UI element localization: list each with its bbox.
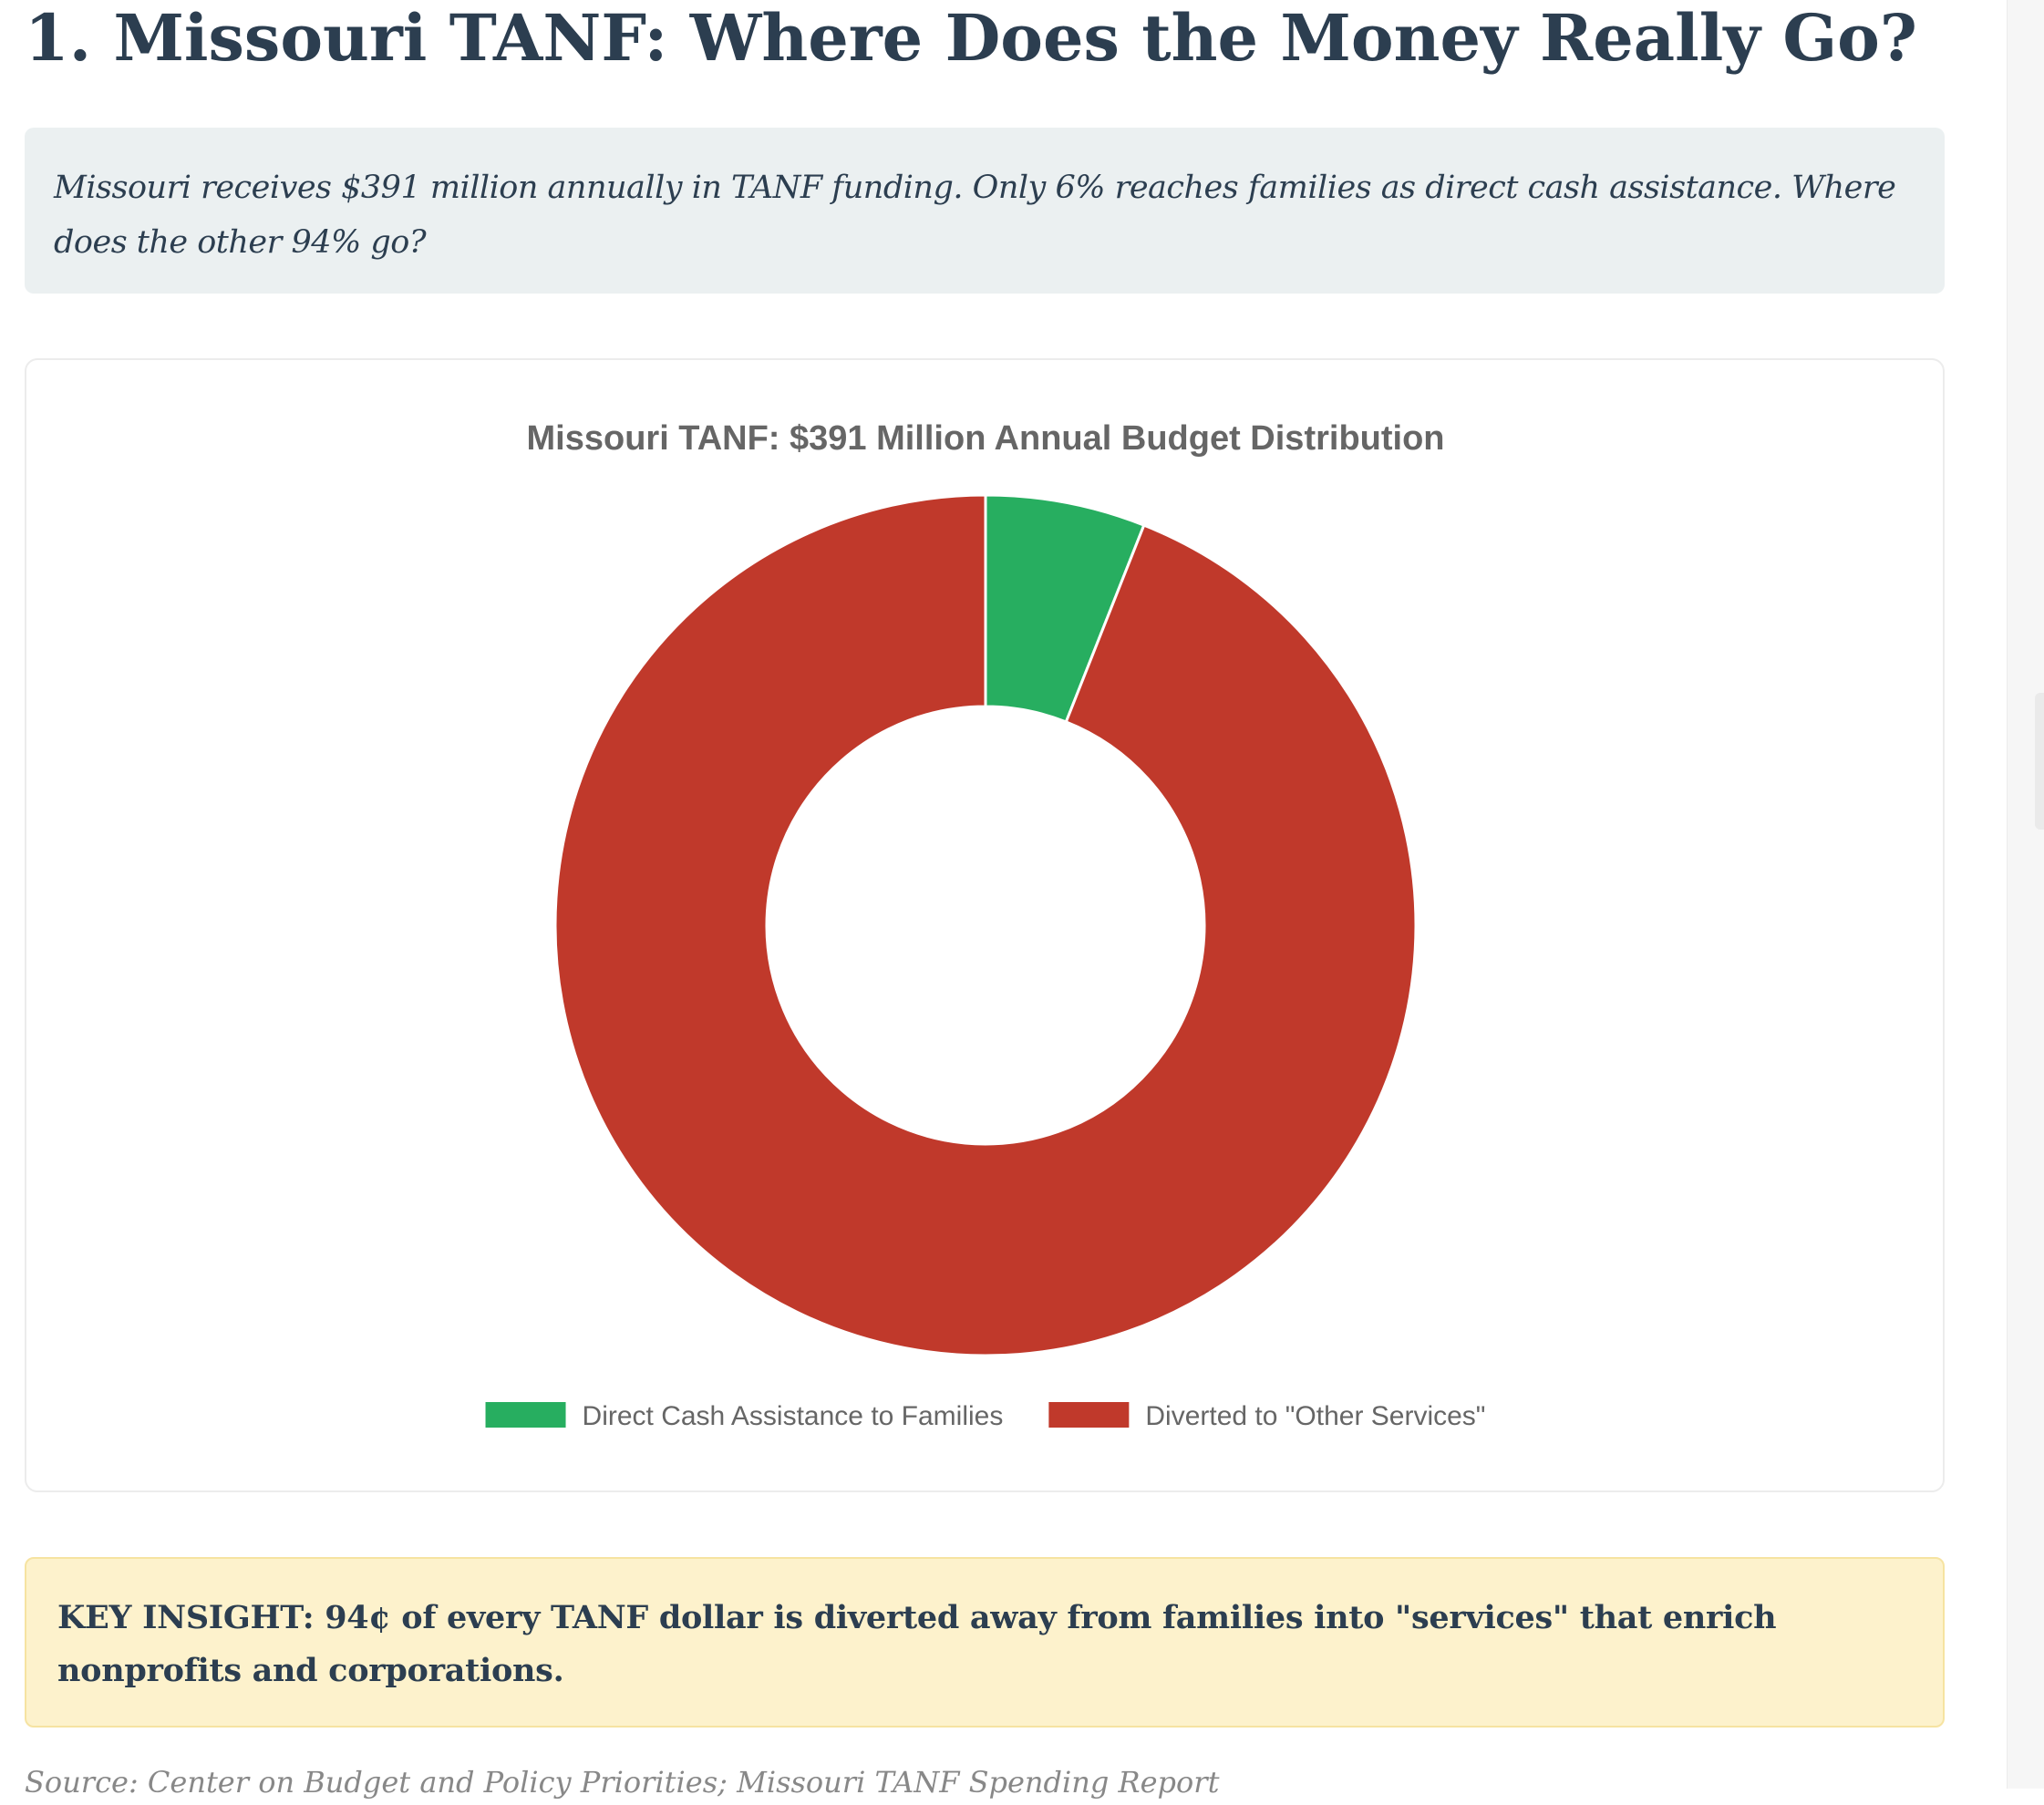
key-insight-text: KEY INSIGHT: 94¢ of every TANF dollar is… bbox=[57, 1599, 1777, 1689]
donut-slices bbox=[553, 493, 1418, 1357]
chart-legend: Direct Cash Assistance to Families Divert… bbox=[485, 1401, 1485, 1431]
intro-text: Missouri receives $391 million annually … bbox=[54, 170, 1896, 261]
chart-title: Missouri TANF: $391 Million Annual Budge… bbox=[527, 419, 1445, 458]
legend-swatch-direct-cash[interactable] bbox=[485, 1402, 566, 1428]
chart-card: Missouri TANF: $391 Million Annual Budge… bbox=[25, 358, 1945, 1492]
key-insight-callout: KEY INSIGHT: 94¢ of every TANF dollar is… bbox=[25, 1557, 1945, 1728]
scrollbar-track[interactable] bbox=[2007, 0, 2044, 1789]
scrollbar-thumb[interactable] bbox=[2035, 693, 2044, 830]
intro-callout: Missouri receives $391 million annually … bbox=[25, 128, 1945, 294]
donut-chart: Missouri TANF: $391 Million Annual Budge… bbox=[485, 419, 1485, 1431]
page-title: 1. Missouri TANF: Where Does the Money R… bbox=[25, 0, 1917, 76]
legend-label-diverted[interactable]: Diverted to "Other Services" bbox=[1145, 1401, 1485, 1431]
legend-label-direct-cash[interactable]: Direct Cash Assistance to Families bbox=[583, 1401, 1004, 1431]
source-citation: Source: Center on Budget and Policy Prio… bbox=[25, 1765, 1220, 1800]
donut-slice-diverted[interactable] bbox=[553, 493, 1418, 1357]
legend-swatch-diverted[interactable] bbox=[1048, 1402, 1130, 1428]
